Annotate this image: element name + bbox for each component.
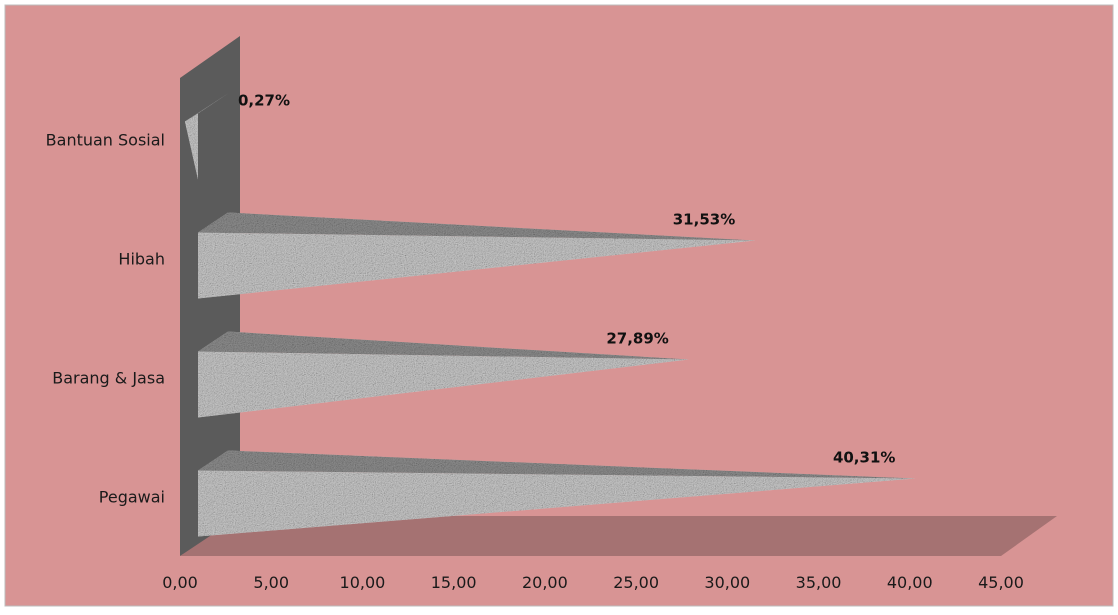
bar-front-face [184, 113, 198, 180]
chart-background [4, 4, 1114, 607]
x-tick-label: 45,00 [978, 573, 1024, 592]
category-label: Bantuan Sosial [46, 131, 165, 150]
bar-pegawai [198, 450, 916, 537]
bar-top-face [198, 450, 916, 479]
x-tick-label: 20,00 [522, 573, 568, 592]
x-tick-label: 10,00 [340, 573, 386, 592]
bar-top-face [198, 212, 756, 241]
x-tick-label: 0,00 [162, 573, 198, 592]
x-tick-label: 15,00 [431, 573, 477, 592]
bar-top-face [184, 93, 228, 122]
x-tick-label: 5,00 [253, 573, 289, 592]
bar-top-face [198, 331, 689, 360]
bar-front-face [198, 470, 916, 537]
bar-front-face [198, 232, 756, 299]
x-tick-label: 40,00 [887, 573, 933, 592]
data-label: 0,27% [238, 92, 290, 110]
data-label: 27,89% [606, 330, 668, 348]
x-tick-label: 25,00 [613, 573, 659, 592]
category-label: Hibah [118, 250, 165, 269]
data-label: 40,31% [833, 449, 895, 467]
bar-hibah [198, 212, 756, 299]
bar-front-face [198, 351, 689, 418]
data-label: 31,53% [673, 211, 735, 229]
bar-barang-jasa [198, 331, 689, 418]
x-tick-label: 30,00 [704, 573, 750, 592]
x-tick-label: 35,00 [796, 573, 842, 592]
bar-bantuan-sosial [184, 93, 228, 180]
chart-floor [180, 516, 1057, 556]
category-label: Pegawai [99, 488, 165, 507]
category-label: Barang & Jasa [52, 369, 165, 388]
